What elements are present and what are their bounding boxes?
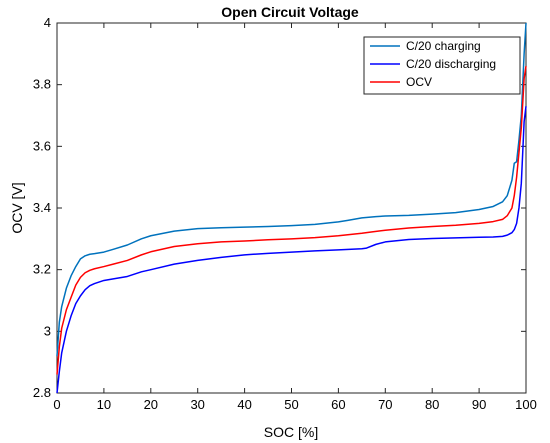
y-tick-label: 4 (44, 15, 51, 30)
y-axis-label: OCV [V] (9, 182, 25, 233)
y-tick-label: 3.2 (33, 262, 51, 277)
x-tick-label: 50 (284, 397, 298, 412)
series-line-charging (56, 22, 527, 357)
x-tick-label: 90 (472, 397, 486, 412)
y-tick-label: 3.4 (33, 200, 51, 215)
x-tick-label: 10 (97, 397, 111, 412)
chart-title: Open Circuit Voltage (221, 4, 359, 20)
x-tick-label: 20 (144, 397, 158, 412)
legend: C/20 charging C/20 discharging OCV (363, 36, 521, 95)
y-tick-label: 3.8 (33, 77, 51, 92)
x-tick-label: 60 (331, 397, 345, 412)
y-tick-label: 2.8 (33, 385, 51, 400)
series-line-discharging (56, 106, 527, 394)
legend-label-discharging: C/20 discharging (406, 57, 496, 71)
x-tick-label: 70 (378, 397, 392, 412)
series-line-ocv (56, 66, 527, 375)
x-tick-label: 0 (53, 397, 60, 412)
x-tick-label: 30 (190, 397, 204, 412)
x-axis-label: SOC [%] (264, 424, 318, 440)
axis-ticks: 0 10 20 30 40 50 60 70 80 90 100 2.8 3 3.2 3.4 3.6 3.8 4 (33, 15, 537, 412)
y-tick-label: 3 (44, 323, 51, 338)
x-tick-label: 80 (425, 397, 439, 412)
y-tick-label: 3.6 (33, 138, 51, 153)
legend-label-ocv: OCV (406, 75, 432, 89)
x-tick-label: 40 (237, 397, 251, 412)
series-lines (56, 22, 527, 394)
legend-label-charging: C/20 charging (406, 39, 481, 53)
x-tick-label: 100 (515, 397, 537, 412)
